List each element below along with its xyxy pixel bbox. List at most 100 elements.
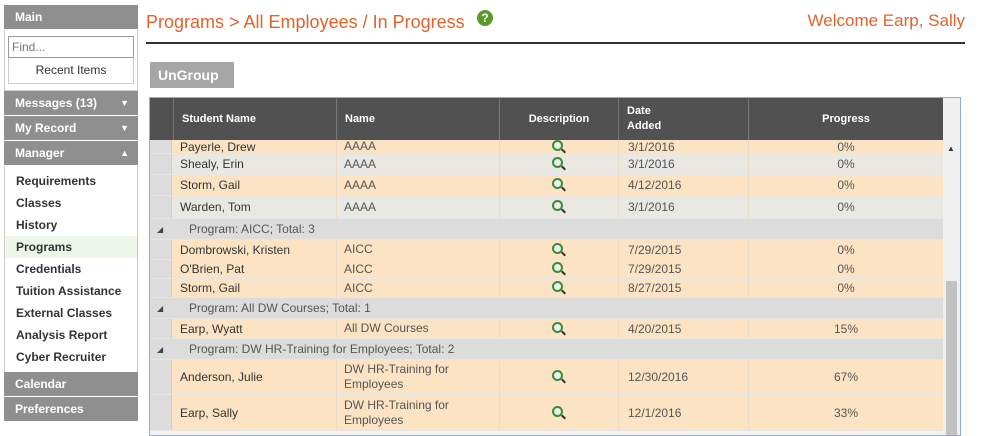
grid-body: Payerle, Drew AAAA 3/1/2016 0% Shealy, Erin A…: [150, 139, 943, 431]
collapse-triangle-icon[interactable]: ◢: [157, 344, 164, 354]
table-row[interactable]: Warden, Tom AAAA 3/1/2016 0%: [150, 196, 943, 219]
description-cell: [499, 196, 618, 218]
progress-cell: 15%: [833, 321, 859, 336]
column-divider: [618, 240, 619, 259]
description-cell: [499, 175, 618, 195]
column-name[interactable]: Name: [336, 98, 499, 140]
sidebar-main-header[interactable]: Main: [4, 5, 138, 30]
program-name-cell: AICC: [344, 280, 373, 295]
table-row[interactable]: Payerle, Drew AAAA 3/1/2016 0%: [150, 139, 943, 154]
column-progress[interactable]: Progress: [748, 98, 943, 140]
column-date-added[interactable]: Date Added: [618, 98, 748, 140]
column-divider: [499, 154, 500, 174]
column-date-label-1: Date: [627, 105, 651, 117]
scrollbar-thumb[interactable]: [946, 281, 957, 435]
column-divider: [748, 154, 749, 174]
sidebar-calendar-header[interactable]: Calendar: [4, 372, 138, 397]
magnifier-icon[interactable]: [551, 242, 566, 257]
magnifier-icon[interactable]: [551, 281, 566, 295]
program-name-cell: AICC: [344, 261, 373, 276]
column-divider: [748, 175, 749, 195]
date-added-cell: 3/1/2016: [628, 157, 675, 171]
column-student-label: Student Name: [182, 113, 256, 125]
table-row[interactable]: O'Brien, Pat AICC 7/29/2015 0%: [150, 260, 943, 279]
column-divider: [748, 279, 749, 297]
sidebar-myrecord-header[interactable]: My Record ▼: [4, 116, 138, 141]
collapse-triangle-icon[interactable]: ◢: [157, 224, 164, 234]
preferences-label: Preferences: [15, 402, 84, 416]
vertical-scrollbar[interactable]: ▲: [943, 140, 960, 435]
progress-cell: 0%: [837, 242, 855, 257]
column-divider: [336, 395, 337, 430]
student-name-cell: Dombrowski, Kristen: [180, 242, 291, 257]
welcome-text: Welcome Earp, Sally: [807, 11, 965, 30]
progress-cell: 33%: [833, 405, 859, 420]
scroll-up-icon[interactable]: ▲: [947, 144, 955, 153]
main-label: Main: [15, 10, 43, 24]
sidebar-item-classes[interactable]: Classes: [16, 196, 62, 210]
column-divider: [618, 175, 619, 195]
magnifier-icon[interactable]: [551, 157, 566, 171]
row-gutter: [150, 360, 172, 394]
table-row[interactable]: Earp, Sally DW HR-Training for Employees 1…: [150, 395, 943, 431]
table-row[interactable]: Dombrowski, Kristen AICC 7/29/2015 0%: [150, 240, 943, 260]
sidebar-item-programs[interactable]: Programs: [5, 236, 137, 258]
row-gutter: [150, 279, 172, 297]
table-row[interactable]: Storm, Gail AICC 8/27/2015 0%: [150, 279, 943, 298]
sidebar-item-requirements[interactable]: Requirements: [16, 174, 97, 188]
column-description[interactable]: Description: [499, 98, 618, 140]
sidebar-item-tuition-assistance[interactable]: Tuition Assistance: [16, 284, 122, 298]
column-divider: [499, 319, 500, 338]
sidebar-item-external-classes[interactable]: External Classes: [16, 306, 113, 320]
column-divider: [499, 175, 500, 195]
description-cell: [499, 260, 618, 278]
magnifier-icon[interactable]: [551, 262, 566, 276]
magnifier-icon[interactable]: [551, 405, 566, 420]
column-divider: [336, 140, 337, 153]
column-divider: [499, 196, 500, 218]
magnifier-icon[interactable]: [551, 139, 566, 154]
column-divider: [618, 279, 619, 297]
magnifier-icon[interactable]: [551, 200, 566, 214]
column-student-name[interactable]: Student Name: [173, 98, 337, 140]
find-input[interactable]: [8, 36, 134, 58]
column-divider: [748, 395, 749, 430]
table-row[interactable]: Anderson, Julie DW HR-Training for Employ…: [150, 360, 943, 395]
description-cell: [499, 395, 618, 430]
row-gutter: [150, 154, 172, 174]
sidebar-preferences-header[interactable]: Preferences: [4, 397, 138, 422]
description-cell: [499, 360, 618, 394]
sidebar-item-cyber-recruiter[interactable]: Cyber Recruiter: [16, 350, 107, 364]
sidebar-item-credentials[interactable]: Credentials: [16, 262, 82, 276]
student-name-cell: Earp, Sally: [180, 405, 239, 420]
sidebar-item-analysis-report[interactable]: Analysis Report: [16, 328, 108, 342]
column-divider: [336, 319, 337, 338]
column-divider: [336, 196, 337, 218]
breadcrumb: Programs > All Employees / In Progress: [146, 12, 465, 32]
ungroup-button[interactable]: UnGroup: [150, 62, 234, 88]
table-row[interactable]: Shealy, Erin AAAA 3/1/2016 0%: [150, 154, 943, 175]
scrollbar-corner: [943, 98, 960, 140]
column-divider: [336, 154, 337, 174]
table-row[interactable]: Storm, Gail AAAA 4/12/2016 0%: [150, 175, 943, 196]
group-row[interactable]: ◢ Program: AICC; Total: 3: [150, 219, 943, 240]
date-added-cell: 12/30/2016: [628, 370, 689, 384]
group-row[interactable]: ◢ Program: All DW Courses; Total: 1: [150, 298, 943, 319]
collapse-triangle-icon[interactable]: ◢: [157, 303, 164, 313]
column-divider: [748, 140, 749, 153]
sidebar-manager-header[interactable]: Manager ▲: [4, 141, 138, 166]
student-name-cell: Anderson, Julie: [180, 370, 263, 384]
recent-items-button[interactable]: Recent Items: [8, 58, 134, 84]
sidebar-messages-header[interactable]: Messages (13) ▼: [4, 91, 138, 116]
magnifier-icon[interactable]: [551, 321, 566, 336]
group-row[interactable]: ◢ Program: DW HR-Training for Employees; …: [150, 339, 943, 360]
chevron-down-icon: ▼: [120, 98, 129, 108]
column-divider: [499, 279, 500, 297]
sidebar-item-history[interactable]: History: [16, 218, 58, 232]
table-row[interactable]: Earp, Wyatt All DW Courses 4/20/2015 15%: [150, 319, 943, 339]
row-gutter: [150, 175, 172, 195]
help-icon[interactable]: ?: [477, 10, 493, 26]
column-divider: [618, 196, 619, 218]
magnifier-icon[interactable]: [551, 178, 566, 192]
magnifier-icon[interactable]: [551, 370, 566, 384]
